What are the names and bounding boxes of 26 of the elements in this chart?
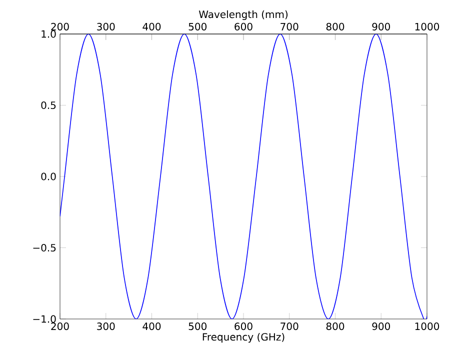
x2-tick-label: 600 [234,22,252,30]
x-tick-label: 700 [280,322,298,330]
y-tick-label: −1.0 [33,315,56,323]
x-tick-label: 300 [97,322,115,330]
x2-tick-label: 200 [51,22,69,30]
x2-tick-label: 300 [97,22,115,30]
line-series [60,34,427,319]
x-tick-label: 400 [142,322,161,330]
x2-tick-label: 400 [142,22,161,30]
y-tick-label: 0.5 [41,101,56,110]
x2-tick-label: 800 [326,22,344,30]
x-axis-title: Frequency (GHz) [202,332,284,343]
x2-tick-label: 1000 [415,22,440,30]
x-tick-label: 900 [372,322,390,330]
x-tick-label: 500 [188,322,207,330]
x-tick-label: 1000 [415,322,440,330]
x2-tick-label: 500 [188,22,207,30]
y-tick-label: 1.0 [42,30,56,38]
x-tick-label: 200 [51,322,69,330]
x-tick-label: 600 [234,322,252,330]
x2-axis-title: Wavelength (mm) [198,10,288,20]
y-tick-label: −0.5 [33,244,56,252]
y-tick-label: 0.0 [41,172,56,180]
x-tick-label: 800 [326,322,344,330]
x2-tick-label: 700 [280,22,298,30]
x2-tick-label: 900 [372,22,390,30]
